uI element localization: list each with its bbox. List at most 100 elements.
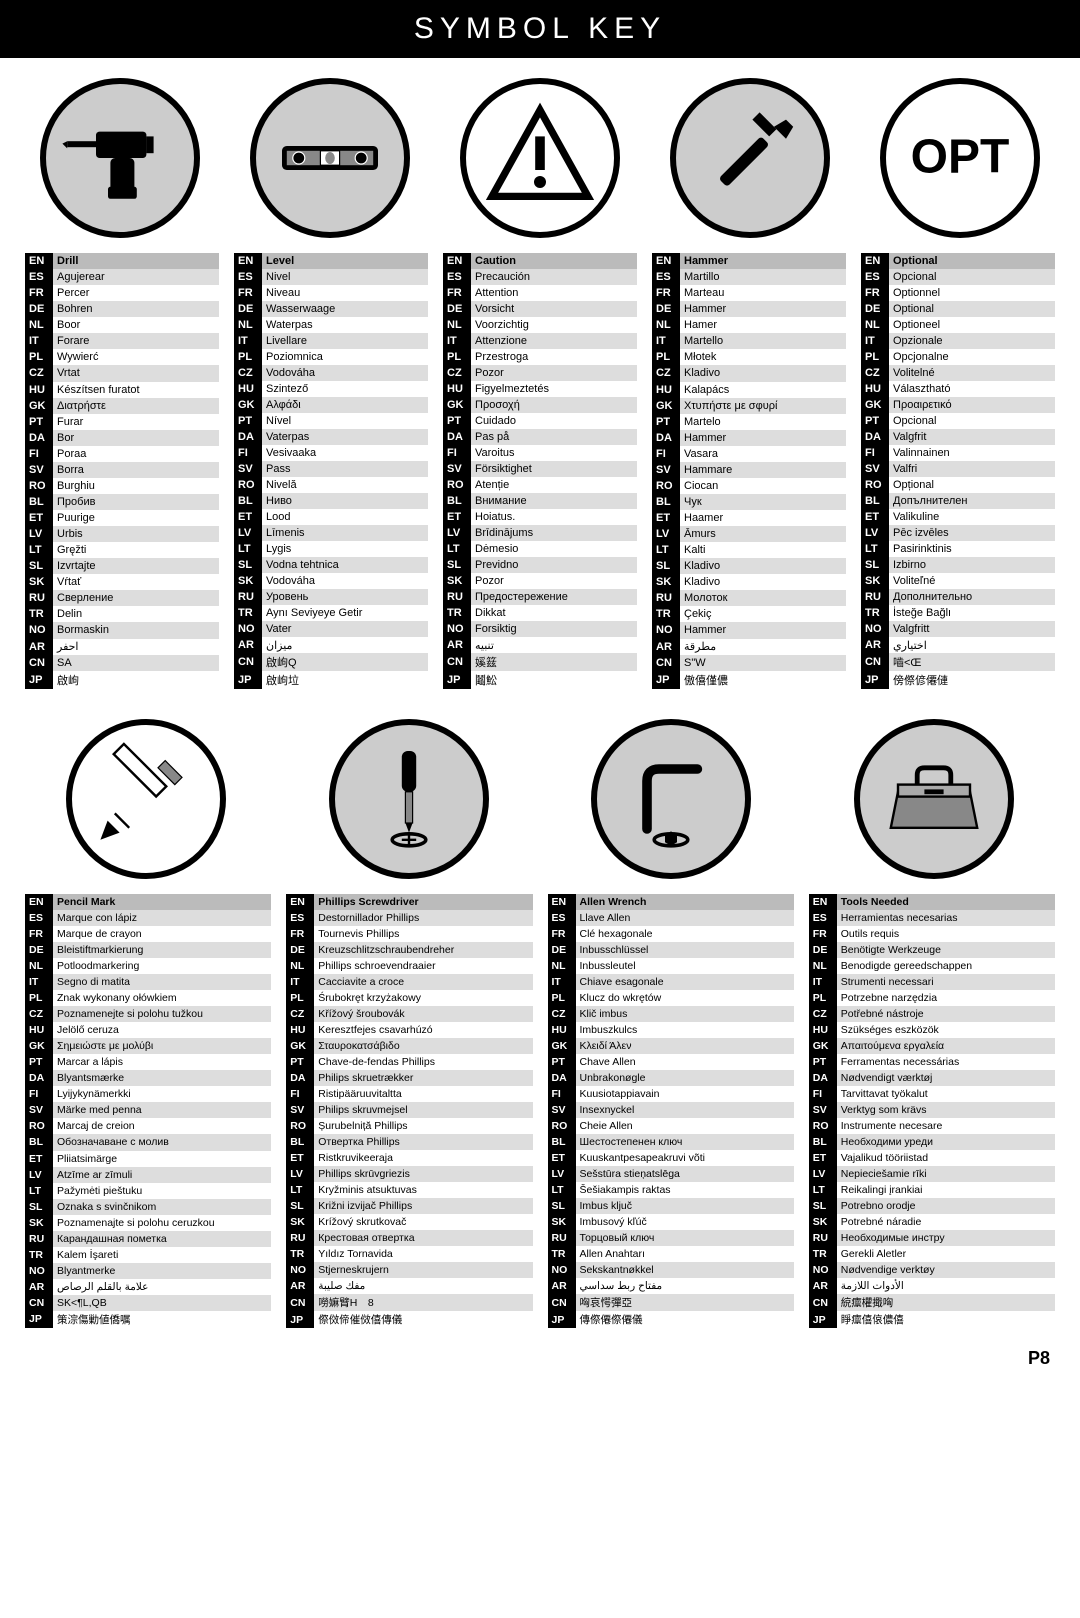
translation-value: Προσοχή [471, 397, 637, 413]
lang-code: ES [234, 269, 262, 285]
lang-code: CZ [286, 1006, 314, 1022]
translation-value: Inbussleutel [576, 958, 794, 974]
translation-value: 策淙傷勦値僑嘱 [53, 1311, 271, 1328]
page-title: SYMBOL KEY [0, 0, 1080, 58]
translation-value: Chiave esagonale [576, 974, 794, 990]
lang-code: PL [861, 349, 889, 365]
translation-value: Figyelmeztetés [471, 381, 637, 397]
translation-value: Martello [680, 333, 846, 349]
translation-value: Reikalingi įrankiai [837, 1182, 1055, 1198]
translation-value: Allen Wrench [576, 894, 794, 910]
lang-code: RO [286, 1118, 314, 1134]
lang-code: SK [25, 1215, 53, 1231]
translation-value: Ristkruvikeeraja [314, 1150, 532, 1166]
translation-value: Herramientas necesarias [837, 910, 1055, 926]
translation-value: Phillips skrūvgriezis [314, 1166, 532, 1182]
lang-code: DA [861, 429, 889, 445]
translation-table-level: ENLevelESNivelFRNiveauDEWasserwaageNLWat… [234, 253, 428, 689]
lang-code: RU [234, 589, 262, 605]
translation-value: Försiktighet [471, 461, 637, 477]
translation-value: Znak wykonany ołówkiem [53, 990, 271, 1006]
translation-value: Pozor [471, 365, 637, 381]
lang-code: ES [25, 910, 53, 926]
translation-value: Poraa [53, 446, 219, 462]
lang-code: SL [286, 1198, 314, 1214]
lang-code: JP [25, 671, 53, 689]
icon-hammer [655, 78, 845, 238]
translation-value: Blyantmerke [53, 1263, 271, 1279]
lang-code: JP [286, 1311, 314, 1328]
lang-code: ET [25, 510, 53, 526]
lang-code: DE [861, 301, 889, 317]
lang-code: ES [861, 269, 889, 285]
lang-code: JP [548, 1311, 576, 1328]
translation-value: SA [53, 655, 219, 671]
lang-code: NL [809, 958, 837, 974]
lang-code: FI [286, 1086, 314, 1102]
translation-value: Strumenti necessari [837, 974, 1055, 990]
translation-value: Pažymėti pieštuku [53, 1183, 271, 1199]
translation-value: Szintező [262, 381, 428, 397]
translation-value: Opcjonalne [889, 349, 1055, 365]
lang-code: PL [234, 349, 262, 365]
lang-code: EN [809, 894, 837, 910]
lang-code: DE [443, 301, 471, 317]
translation-value: Отвертка Phillips [314, 1134, 532, 1150]
translation-value: Σταυροκατσάβιδο [314, 1038, 532, 1054]
translation-value: Vŕtať [53, 574, 219, 590]
translation-value: Križni izvijač Phillips [314, 1198, 532, 1214]
translation-value: Внимание [471, 493, 637, 509]
translation-value: Ciocan [680, 478, 846, 494]
translation-value: Kladivo [680, 558, 846, 574]
lang-code: PT [809, 1054, 837, 1070]
lang-code: PL [809, 990, 837, 1006]
translation-value: Klič imbus [576, 1006, 794, 1022]
lang-code: AR [25, 639, 53, 655]
translation-value: Kreuzschlitzschraubendreher [314, 942, 532, 958]
lang-code: TR [548, 1246, 576, 1262]
translation-value: Vaterpas [262, 429, 428, 445]
lang-code: HU [548, 1022, 576, 1038]
lang-code: BL [286, 1134, 314, 1150]
translation-value: Дополнительно [889, 589, 1055, 605]
lang-code: CZ [809, 1006, 837, 1022]
lang-code: RO [548, 1118, 576, 1134]
translation-value: Valgfritt [889, 621, 1055, 637]
lang-code: SL [652, 558, 680, 574]
lang-code: TR [286, 1246, 314, 1262]
lang-code: CN [234, 653, 262, 671]
lang-code: EN [652, 253, 680, 269]
translation-value: Valgfrit [889, 429, 1055, 445]
lang-code: RU [809, 1230, 837, 1246]
translation-value: Hammer [680, 622, 846, 638]
translation-value: Niveau [262, 285, 428, 301]
lang-code: IT [286, 974, 314, 990]
translation-value: İsteğe Bağlı [889, 605, 1055, 621]
lang-code: ES [548, 910, 576, 926]
translation-value: Wasserwaage [262, 301, 428, 317]
translation-value: Volitelné [889, 365, 1055, 381]
icon-toolbox [813, 719, 1056, 879]
lang-code: DA [234, 429, 262, 445]
translation-value: Dikkat [471, 605, 637, 621]
lang-code: IT [25, 974, 53, 990]
lang-code: ET [443, 509, 471, 525]
lang-code: FR [25, 926, 53, 942]
translation-value: Brīdinājums [471, 525, 637, 541]
translation-value: Optional [889, 301, 1055, 317]
translation-table-drill: ENDrillESAgujerearFRPercerDEBohrenNLBoor… [25, 253, 219, 689]
lang-code: PT [443, 413, 471, 429]
lang-code: LV [286, 1166, 314, 1182]
translation-value: Valfri [889, 461, 1055, 477]
lang-code: RU [25, 1231, 53, 1247]
lang-code: AR [234, 637, 262, 653]
translation-value: Уровень [262, 589, 428, 605]
translation-value: Lygis [262, 541, 428, 557]
translation-value: Lood [262, 509, 428, 525]
translation-value: Allen Anahtarı [576, 1246, 794, 1262]
lang-code: DE [25, 301, 53, 317]
lang-code: BL [25, 1134, 53, 1150]
translation-value: Торцовый ключ [576, 1230, 794, 1246]
translation-table-caution: ENCautionESPrecauciónFRAttentionDEVorsic… [443, 253, 637, 689]
lang-code: BL [809, 1134, 837, 1150]
